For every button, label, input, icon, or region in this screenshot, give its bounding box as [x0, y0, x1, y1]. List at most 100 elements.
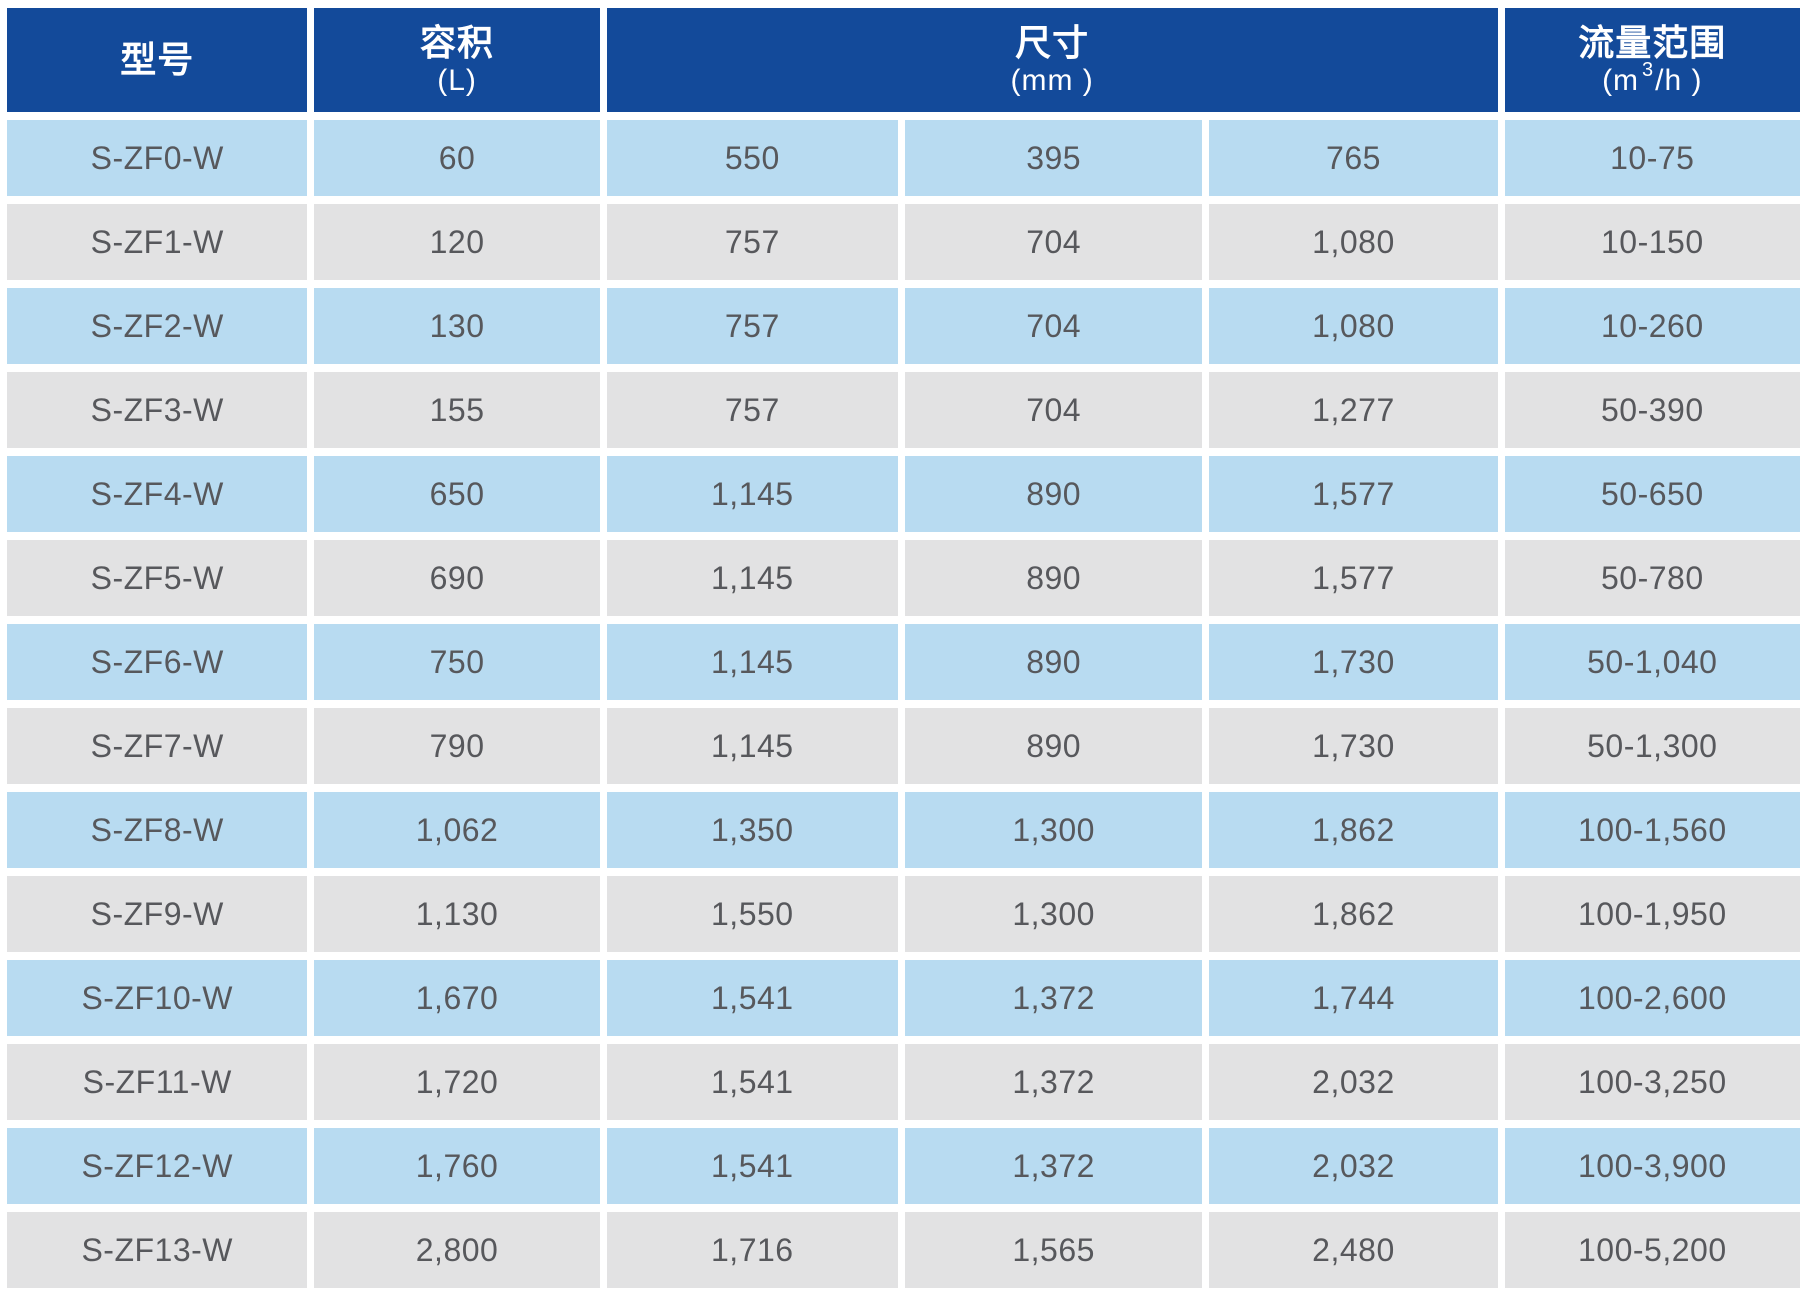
cell-dim3: 765	[1209, 120, 1498, 196]
cell-dim2: 1,300	[904, 876, 1203, 952]
cell-model: S-ZF7-W	[7, 708, 308, 784]
cell-dim3: 1,080	[1209, 288, 1498, 364]
cell-flow: 100-3,250	[1504, 1044, 1800, 1120]
cell-dim3: 2,032	[1209, 1044, 1498, 1120]
cell-model: S-ZF6-W	[7, 624, 308, 700]
cell-dim3: 1,577	[1209, 540, 1498, 616]
table-row: S-ZF4-W 650 1,145 890 1,577 50-650	[7, 456, 1800, 532]
table-row: S-ZF6-W 750 1,145 890 1,730 50-1,040	[7, 624, 1800, 700]
table-row: S-ZF10-W 1,670 1,541 1,372 1,744 100-2,600	[7, 960, 1800, 1036]
cell-dim2: 1,372	[904, 1128, 1203, 1204]
cell-flow: 100-1,560	[1504, 792, 1800, 868]
cell-dim2: 1,300	[904, 792, 1203, 868]
table-row: S-ZF5-W 690 1,145 890 1,577 50-780	[7, 540, 1800, 616]
header-size-unit: (mm )	[1010, 63, 1094, 97]
cell-dim2: 890	[904, 624, 1203, 700]
cell-volume: 2,800	[314, 1212, 600, 1288]
cell-volume: 1,760	[314, 1128, 600, 1204]
table-body: S-ZF0-W 60 550 395 765 10-75 S-ZF1-W 120 757 704 1…	[7, 120, 1800, 1288]
header-volume-label: 容积	[420, 22, 495, 64]
cell-volume: 750	[314, 624, 600, 700]
cell-flow: 10-75	[1504, 120, 1800, 196]
cell-flow: 100-2,600	[1504, 960, 1800, 1036]
cell-dim1: 757	[606, 204, 898, 280]
cell-dim2: 890	[904, 708, 1203, 784]
table-row: S-ZF13-W 2,800 1,716 1,565 2,480 100-5,200	[7, 1212, 1800, 1288]
cell-dim3: 2,032	[1209, 1128, 1498, 1204]
cell-flow: 10-260	[1504, 288, 1800, 364]
cell-dim2: 704	[904, 204, 1203, 280]
cell-dim3: 1,862	[1209, 876, 1498, 952]
header-row: 型号 容积 (L) 尺寸 (mm ) 流量范围 (m 3/h )	[7, 8, 1800, 112]
cell-model: S-ZF0-W	[7, 120, 308, 196]
header-flow-label: 流量范围	[1578, 22, 1727, 64]
cell-dim1: 1,541	[606, 1128, 898, 1204]
cell-model: S-ZF11-W	[7, 1044, 308, 1120]
cell-dim1: 1,550	[606, 876, 898, 952]
cell-volume: 650	[314, 456, 600, 532]
cell-model: S-ZF9-W	[7, 876, 308, 952]
cell-dim2: 890	[904, 456, 1203, 532]
cell-dim1: 550	[606, 120, 898, 196]
col-header-flow: 流量范围 (m 3/h )	[1504, 8, 1800, 112]
cell-flow: 100-3,900	[1504, 1128, 1800, 1204]
header-flow-unit: (m 3/h )	[1505, 60, 1800, 97]
cell-flow: 50-1,040	[1504, 624, 1800, 700]
col-header-model: 型号	[7, 8, 308, 112]
cell-dim3: 1,730	[1209, 624, 1498, 700]
cell-model: S-ZF12-W	[7, 1128, 308, 1204]
cell-dim3: 1,277	[1209, 372, 1498, 448]
cell-flow: 100-5,200	[1504, 1212, 1800, 1288]
cell-model: S-ZF13-W	[7, 1212, 308, 1288]
cell-volume: 1,130	[314, 876, 600, 952]
flow-unit-suffix: /h )	[1655, 63, 1703, 97]
cell-dim2: 704	[904, 288, 1203, 364]
cell-volume: 690	[314, 540, 600, 616]
table-row: S-ZF8-W 1,062 1,350 1,300 1,862 100-1,560	[7, 792, 1800, 868]
cell-dim1: 757	[606, 288, 898, 364]
cell-volume: 60	[314, 120, 600, 196]
cell-dim1: 1,145	[606, 540, 898, 616]
table-row: S-ZF9-W 1,130 1,550 1,300 1,862 100-1,950	[7, 876, 1800, 952]
header-size-label: 尺寸	[1015, 22, 1090, 64]
cell-volume: 1,670	[314, 960, 600, 1036]
cell-dim1: 1,541	[606, 1044, 898, 1120]
cell-dim2: 1,372	[904, 1044, 1203, 1120]
cell-flow: 50-1,300	[1504, 708, 1800, 784]
table-row: S-ZF0-W 60 550 395 765 10-75	[7, 120, 1800, 196]
cell-dim2: 704	[904, 372, 1203, 448]
header-volume-unit: (L)	[437, 63, 477, 97]
cell-dim1: 1,145	[606, 624, 898, 700]
cell-dim1: 757	[606, 372, 898, 448]
cell-flow: 10-150	[1504, 204, 1800, 280]
col-header-volume: 容积 (L)	[314, 8, 600, 112]
cell-dim1: 1,716	[606, 1212, 898, 1288]
cell-flow: 50-780	[1504, 540, 1800, 616]
table-row: S-ZF3-W 155 757 704 1,277 50-390	[7, 372, 1800, 448]
flow-unit-superscript: 3	[1642, 58, 1655, 81]
cell-model: S-ZF3-W	[7, 372, 308, 448]
cell-volume: 120	[314, 204, 600, 280]
cell-dim2: 1,372	[904, 960, 1203, 1036]
cell-dim2: 395	[904, 120, 1203, 196]
cell-model: S-ZF1-W	[7, 204, 308, 280]
flow-unit-prefix: (m	[1602, 63, 1640, 97]
cell-dim2: 1,565	[904, 1212, 1203, 1288]
table-row: S-ZF11-W 1,720 1,541 1,372 2,032 100-3,250	[7, 1044, 1800, 1120]
cell-model: S-ZF5-W	[7, 540, 308, 616]
cell-dim1: 1,541	[606, 960, 898, 1036]
cell-flow: 50-650	[1504, 456, 1800, 532]
cell-dim1: 1,350	[606, 792, 898, 868]
cell-dim2: 890	[904, 540, 1203, 616]
cell-volume: 1,720	[314, 1044, 600, 1120]
cell-flow: 100-1,950	[1504, 876, 1800, 952]
cell-dim1: 1,145	[606, 456, 898, 532]
cell-dim3: 2,480	[1209, 1212, 1498, 1288]
cell-dim3: 1,730	[1209, 708, 1498, 784]
table-row: S-ZF1-W 120 757 704 1,080 10-150	[7, 204, 1800, 280]
cell-dim1: 1,145	[606, 708, 898, 784]
header-model-label: 型号	[120, 38, 195, 80]
cell-volume: 155	[314, 372, 600, 448]
